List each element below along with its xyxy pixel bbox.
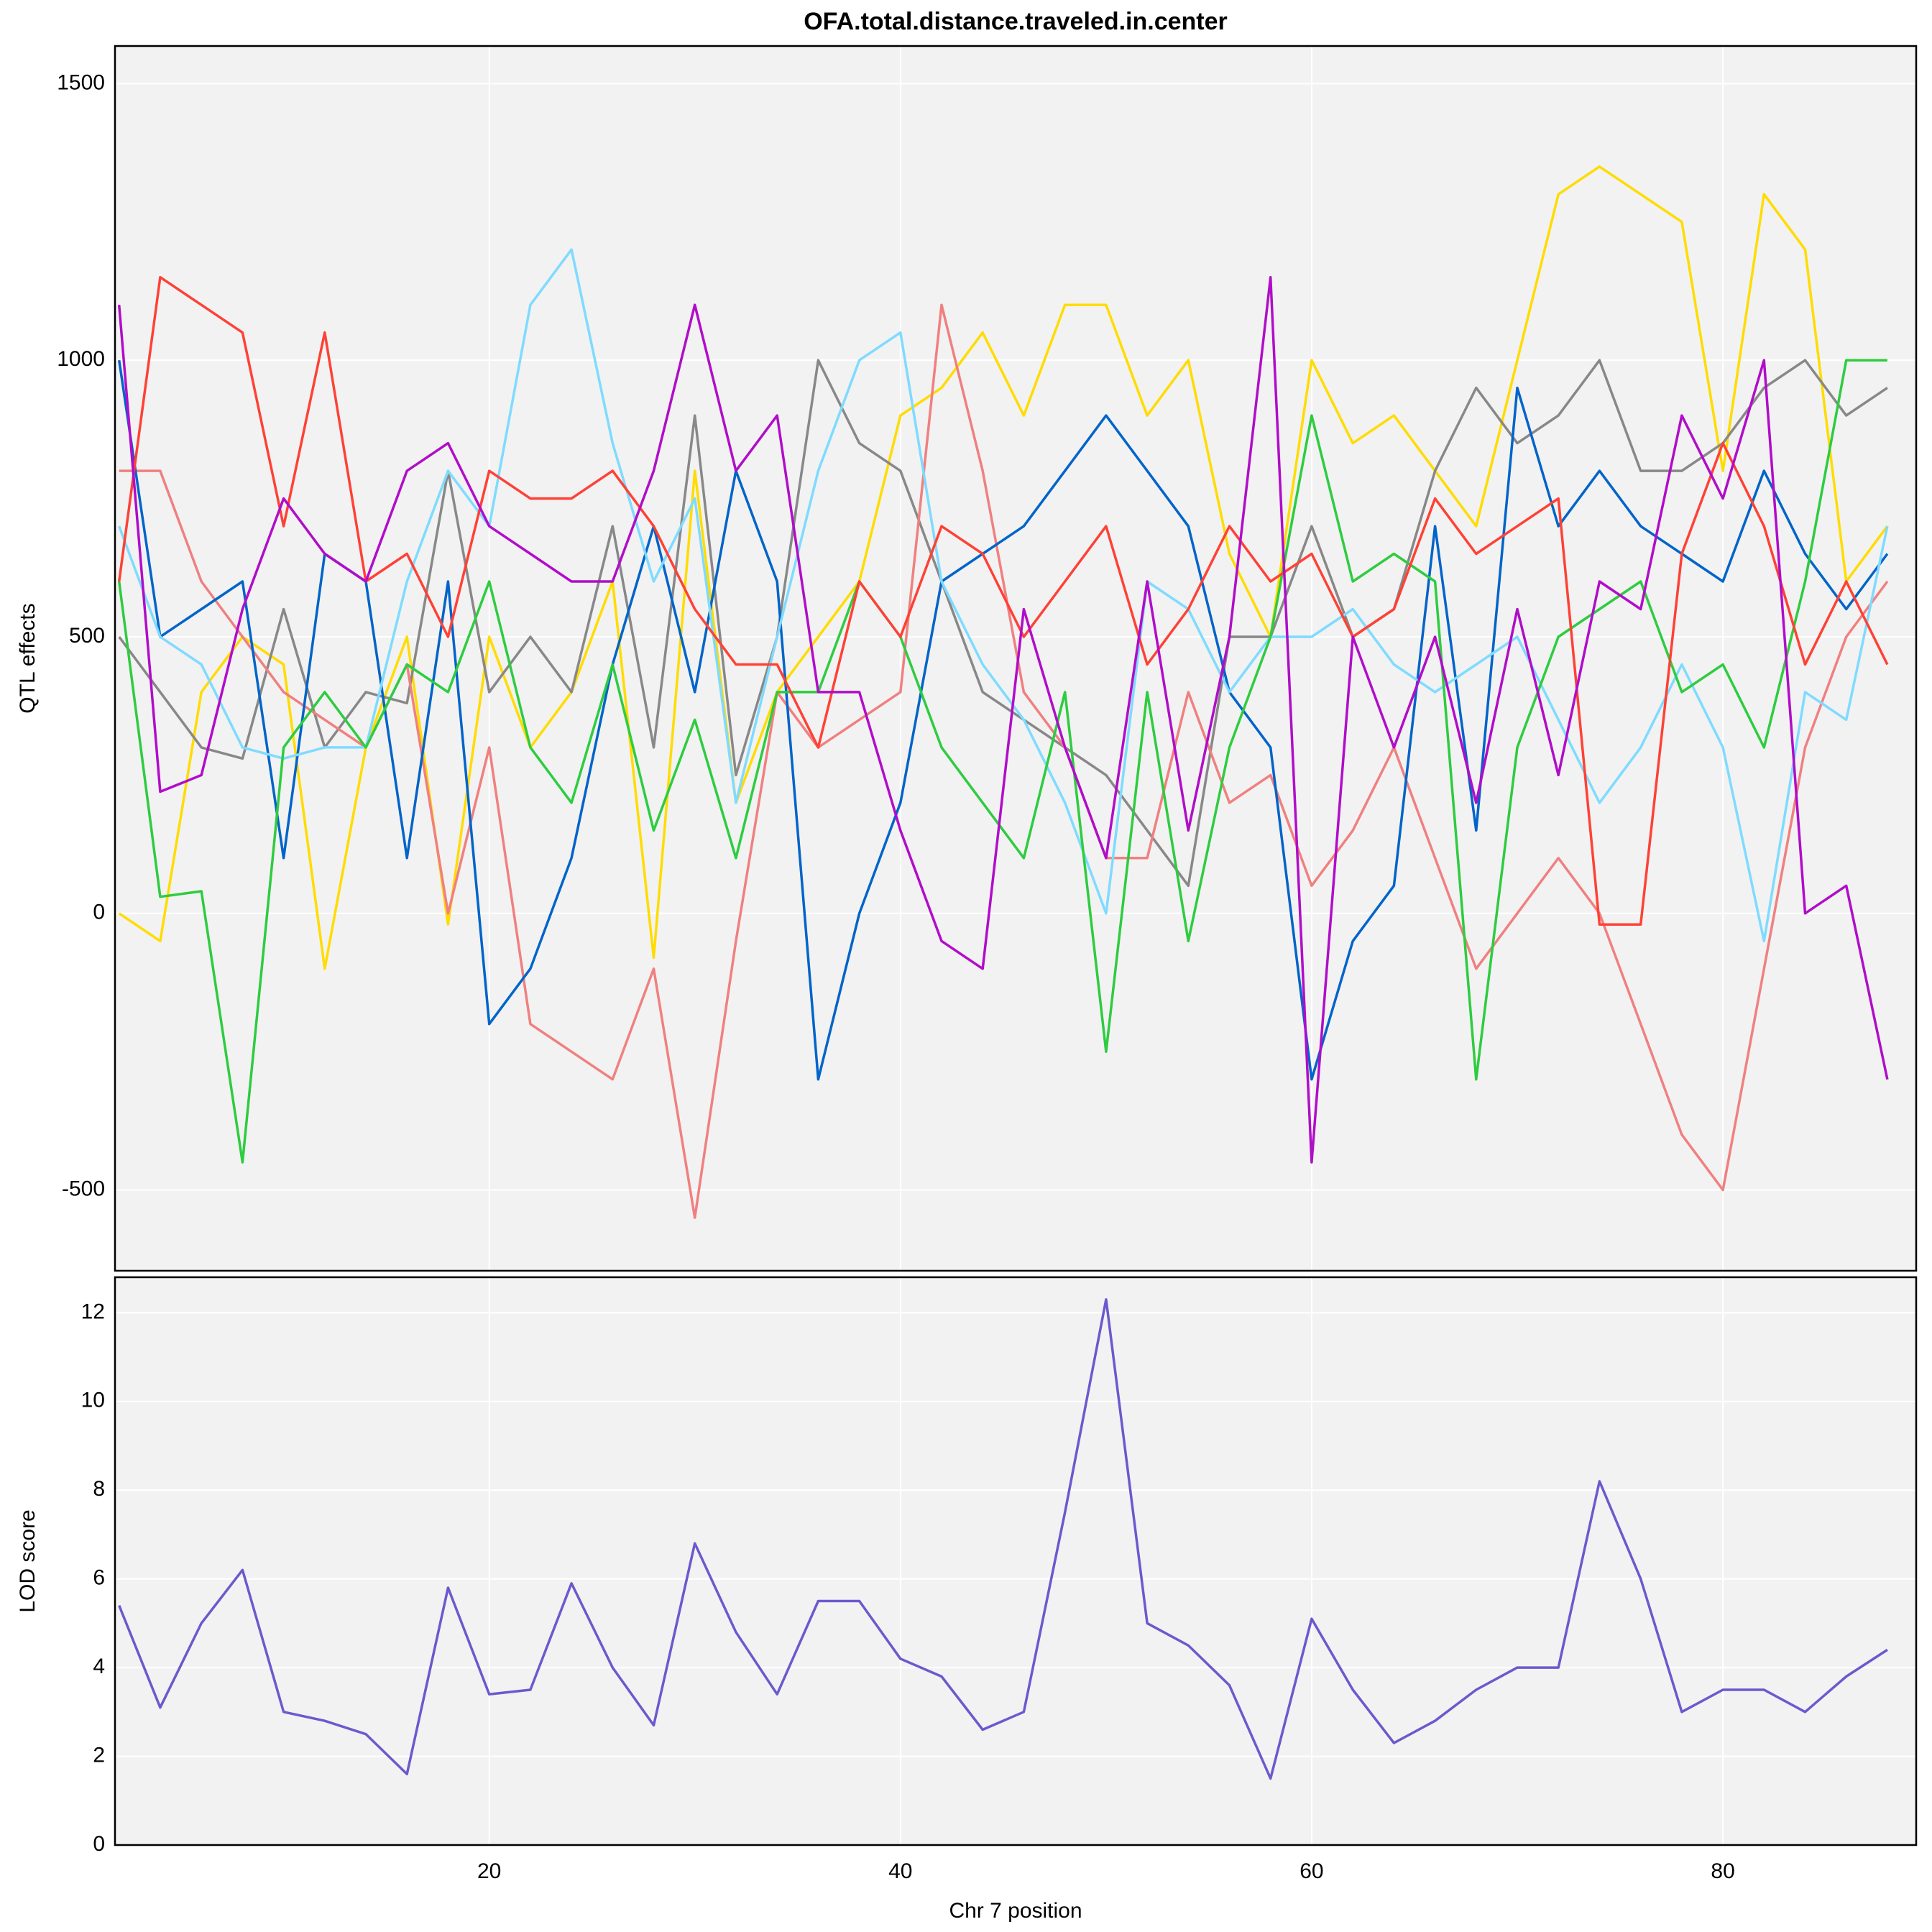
- y-tick-label: 8: [93, 1477, 105, 1501]
- plot-background: [115, 1277, 1916, 1845]
- effect-line: [118, 359, 1888, 888]
- plot-frame: [114, 45, 1918, 1272]
- y-tick-label: -500: [62, 1177, 105, 1201]
- y-tick-label: 0: [93, 1832, 105, 1856]
- lod-line: [118, 1298, 1888, 1780]
- y-tick-label: 0: [93, 901, 105, 924]
- x-axis-label: Chr 7 position: [949, 1899, 1082, 1923]
- y-tick-label: 500: [69, 624, 105, 648]
- x-tick-label: 20: [477, 1859, 501, 1883]
- effect-line: [117, 275, 1889, 926]
- effect-line: [118, 165, 1889, 970]
- y-tick-label: 1000: [57, 347, 105, 371]
- y-axis-label: QTL effects: [16, 603, 40, 713]
- effect-line: [117, 359, 1889, 1081]
- effect-line: [117, 275, 1889, 1164]
- y-tick-label: 2: [93, 1743, 105, 1767]
- x-tick-label: 80: [1711, 1859, 1734, 1883]
- plot-background: [115, 46, 1916, 1271]
- y-tick-label: 10: [81, 1389, 105, 1412]
- x-tick-label: 60: [1300, 1859, 1323, 1883]
- chart-title: OFA.total.distance.traveled.in.center: [804, 8, 1228, 35]
- y-axis-label: LOD score: [16, 1509, 40, 1612]
- y-tick-label: 12: [81, 1300, 105, 1323]
- y-tick-label: 6: [93, 1566, 105, 1590]
- effect-line: [119, 303, 1889, 1219]
- effect-line: [118, 248, 1889, 943]
- x-tick-label: 40: [888, 1859, 912, 1883]
- y-tick-label: 1500: [57, 70, 105, 94]
- plot-frame: [114, 1276, 1918, 1846]
- y-tick-label: 4: [93, 1655, 105, 1678]
